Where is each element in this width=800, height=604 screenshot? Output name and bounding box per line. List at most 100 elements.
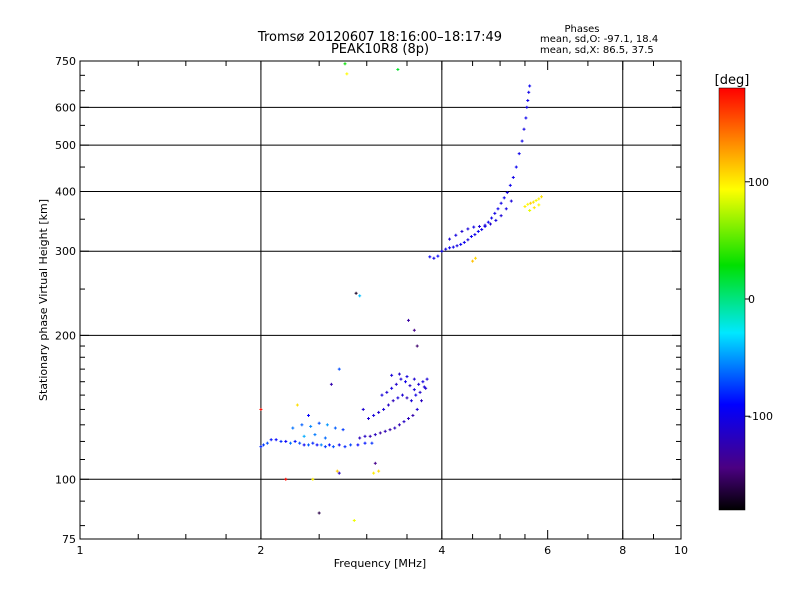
data-point [383,429,387,433]
data-point [382,407,386,411]
data-point [329,382,333,386]
data-point [504,207,508,211]
data-point [400,393,404,397]
data-point [291,426,295,430]
y-tick-label: 200 [55,329,76,342]
data-point [385,390,389,394]
data-point [414,393,418,397]
data-point [537,197,541,201]
data-point [454,233,458,237]
data-point [311,477,315,481]
data-point [494,218,498,222]
data-point [399,377,403,381]
chart-subtitle: PEAK10R8 (8p) [331,42,429,57]
data-point [509,199,513,203]
data-point [386,403,390,407]
data-point [508,183,512,187]
data-point [514,165,518,169]
data-point [466,227,470,231]
data-point [302,434,306,438]
data-point [323,436,327,440]
data-point [319,443,323,447]
data-point [269,438,273,442]
data-point [448,246,452,250]
data-point [525,105,529,109]
data-point [415,407,419,411]
data-point [436,254,440,258]
data-point [405,396,409,400]
data-point [428,255,432,259]
data-point [370,441,374,445]
data-point [363,441,367,445]
data-point [311,441,315,445]
y-tick-label: 100 [55,473,76,486]
data-point [402,420,406,424]
data-point [534,199,538,203]
data-point [493,211,497,215]
data-point [489,222,493,226]
stats-line-o: mean, sd,O: -97.1, 18.4 [540,34,658,45]
data-points [259,62,544,522]
data-point [396,396,400,400]
data-point [315,443,319,447]
data-point [440,249,444,253]
data-point [397,423,401,427]
data-point [349,443,353,447]
data-point [388,428,392,432]
data-point [466,238,470,242]
colorbar-label: [deg] [715,73,750,88]
data-point [331,445,335,449]
data-point [459,242,463,246]
data-point [358,436,362,440]
data-point [372,413,376,417]
data-point [368,434,372,438]
x-tick-label: 10 [674,544,688,557]
x-tick-label: 1 [77,544,84,557]
data-point [517,152,521,156]
data-point [274,438,278,442]
data-point [337,367,341,371]
data-point [356,443,360,447]
data-point [335,469,339,473]
data-point [363,434,367,438]
plot-frame [79,60,682,540]
data-point [473,256,477,260]
data-point [444,247,448,251]
data-point [477,224,481,228]
data-point [313,433,317,437]
data-point [345,72,349,76]
data-point [502,196,506,200]
data-point [307,413,311,417]
data-point [390,373,394,377]
data-point [483,223,487,227]
data-point [358,294,362,298]
data-point [378,431,382,435]
data-point [499,201,503,205]
data-point [499,214,503,218]
data-point [343,445,347,449]
y-axis-label: Stationary phase Virtual Height [km] [37,199,50,401]
data-point [341,428,345,432]
x-axis-label: Frequency [MHz] [334,557,426,570]
stats-heading: Phases [564,24,599,35]
y-tick-label: 500 [55,139,76,152]
data-point [425,377,429,381]
data-point [411,413,415,417]
data-point [490,216,494,220]
data-point [317,421,321,425]
data-point [390,386,394,390]
data-point [325,423,329,427]
data-point [505,191,509,195]
data-point [262,443,266,447]
data-point [528,209,532,213]
stats-line-x: mean, sd,X: 86.5, 37.5 [540,45,654,56]
data-point [412,377,416,381]
data-point [408,384,412,388]
data-point [409,399,413,403]
data-point [317,511,321,515]
data-point [302,443,306,447]
y-tick-label: 750 [55,55,76,68]
data-point [354,291,358,295]
data-point [529,201,533,205]
